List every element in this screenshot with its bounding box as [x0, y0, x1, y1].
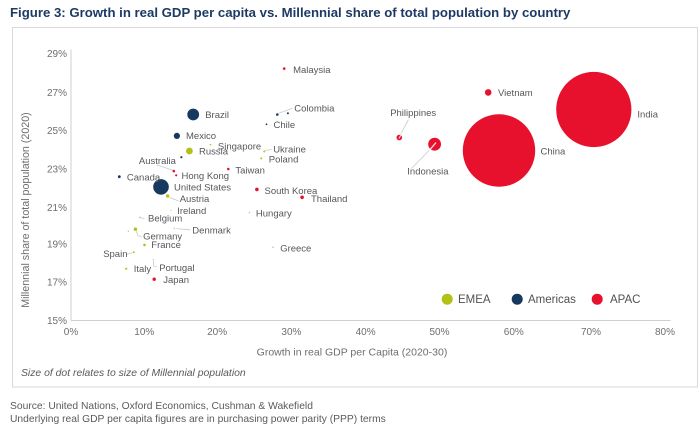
svg-text:Portugal: Portugal: [159, 263, 194, 274]
svg-text:Italy: Italy: [134, 264, 152, 275]
svg-text:19%: 19%: [47, 239, 67, 250]
svg-text:Growth in real GDP per Capita: Growth in real GDP per Capita (2020-30): [257, 347, 448, 359]
svg-text:20%: 20%: [207, 327, 227, 338]
svg-text:China: China: [541, 147, 567, 158]
svg-text:Canada: Canada: [127, 173, 161, 184]
svg-text:Japan: Japan: [163, 275, 189, 286]
svg-text:Source: United Nations, Oxford: Source: United Nations, Oxford Economics…: [10, 401, 313, 412]
svg-text:Indonesia: Indonesia: [407, 167, 449, 178]
svg-text:Taiwan: Taiwan: [235, 166, 265, 177]
svg-text:70%: 70%: [581, 327, 601, 338]
svg-text:Ukraine: Ukraine: [273, 144, 306, 155]
svg-text:Austria: Austria: [180, 194, 210, 205]
svg-text:Vietnam: Vietnam: [498, 88, 533, 99]
svg-text:15%: 15%: [47, 316, 67, 327]
svg-text:Underlying real GDP per capita: Underlying real GDP per capita figures a…: [10, 414, 386, 425]
svg-text:0%: 0%: [64, 327, 79, 338]
svg-text:Millennial share of total popu: Millennial share of total population (20…: [20, 112, 32, 307]
svg-text:Belgium: Belgium: [148, 213, 182, 224]
svg-text:France: France: [151, 240, 181, 251]
svg-text:29%: 29%: [47, 49, 67, 60]
svg-text:Figure 3: Growth in real GDP p: Figure 3: Growth in real GDP per capita …: [10, 5, 571, 20]
svg-text:APAC: APAC: [610, 294, 640, 306]
svg-text:Brazil: Brazil: [205, 110, 229, 121]
svg-text:Greece: Greece: [280, 243, 311, 254]
svg-text:Spain: Spain: [103, 249, 127, 260]
svg-text:EMEA: EMEA: [458, 294, 491, 306]
svg-text:Singapore: Singapore: [218, 142, 261, 153]
svg-text:50%: 50%: [429, 327, 449, 338]
svg-text:South Korea: South Korea: [265, 186, 319, 197]
svg-text:Germany: Germany: [143, 232, 182, 243]
svg-text:Hungary: Hungary: [256, 209, 292, 220]
svg-text:Chile: Chile: [274, 120, 296, 131]
svg-text:United States: United States: [174, 182, 231, 193]
svg-text:40%: 40%: [356, 327, 376, 338]
svg-text:23%: 23%: [47, 165, 67, 176]
svg-text:Philippines: Philippines: [390, 108, 436, 119]
svg-text:27%: 27%: [47, 88, 67, 99]
svg-text:80%: 80%: [655, 327, 675, 338]
svg-text:Size of dot relates to size of: Size of dot relates to size of Millennia…: [21, 368, 246, 379]
svg-text:17%: 17%: [47, 278, 67, 289]
svg-text:30%: 30%: [281, 327, 301, 338]
svg-text:Australia: Australia: [139, 156, 177, 167]
svg-text:Denmark: Denmark: [192, 226, 231, 237]
svg-text:Hong Kong: Hong Kong: [182, 171, 230, 182]
svg-text:60%: 60%: [504, 327, 524, 338]
svg-text:Thailand: Thailand: [311, 194, 347, 205]
svg-text:25%: 25%: [47, 126, 67, 137]
svg-text:10%: 10%: [134, 327, 154, 338]
svg-text:Russia: Russia: [199, 146, 229, 157]
svg-text:Ireland: Ireland: [177, 206, 206, 217]
svg-text:21%: 21%: [47, 203, 67, 214]
svg-text:Poland: Poland: [269, 155, 299, 166]
svg-text:Americas: Americas: [528, 294, 576, 306]
svg-text:Mexico: Mexico: [186, 131, 216, 142]
svg-text:Colombia: Colombia: [294, 104, 335, 115]
svg-text:Malaysia: Malaysia: [293, 65, 331, 76]
svg-text:India: India: [637, 110, 658, 121]
